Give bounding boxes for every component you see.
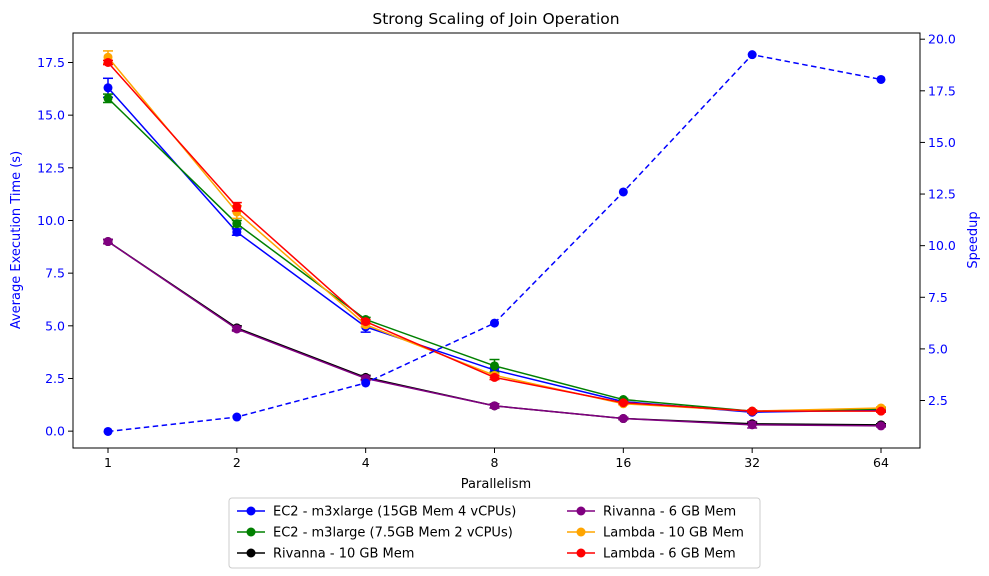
x-tick-label: 2 [233,455,241,470]
x-tick-label: 4 [362,455,370,470]
y-tick-label: 0.0 [45,424,65,439]
data-point [103,93,113,103]
series-3 [103,237,886,431]
y2-tick-label: 12.5 [928,187,956,202]
data-point [103,57,113,67]
data-point [876,406,886,416]
legend-label: EC2 - m3xlarge (15GB Mem 4 vCPUs) [273,505,516,520]
legend-item: EC2 - m3large (7.5GB Mem 2 vCPUs) [237,526,513,541]
data-point [103,83,113,93]
legend-swatch-marker [246,548,256,558]
chart-title: Strong Scaling of Join Operation [372,10,619,28]
legend-label: Lambda - 6 GB Mem [603,547,736,562]
series-5 [103,57,886,416]
legend-swatch-marker [246,527,256,537]
x-tick-label: 1 [104,455,112,470]
y-tick-label: 15.0 [37,108,65,123]
plot-area [103,50,886,436]
data-point [490,372,499,382]
y2-tick-label: 15.0 [928,135,956,150]
legend-label: Lambda - 10 GB Mem [603,526,744,541]
legend-swatch-marker [576,527,586,537]
data-point [232,219,242,229]
data-point [232,227,242,237]
data-point [747,420,757,430]
x-axis: 1 2 4 8 16 32 64 [104,448,889,470]
data-point [232,324,242,334]
data-point [490,361,499,371]
legend-item: Rivanna - 10 GB Mem [237,547,414,562]
y2-tick-label: 7.5 [928,290,948,305]
speedup-point [490,318,499,328]
legend-box [228,497,761,569]
data-point [876,421,886,431]
legend-label: Rivanna - 10 GB Mem [273,547,414,562]
speedup-point [103,426,113,436]
legend-label: EC2 - m3large (7.5GB Mem 2 vCPUs) [273,526,513,541]
legend-label: Rivanna - 6 GB Mem [603,505,736,520]
x-axis-title: Parallelism [461,477,531,492]
y-tick-label: 2.5 [45,371,65,386]
data-point [232,202,242,212]
speedup-point [232,412,242,422]
y2-axis-title: Speedup [966,211,981,268]
y-axis-title: Average Execution Time (s) [9,151,24,329]
data-point [361,317,371,327]
y2-tick-label: 10.0 [928,238,956,253]
speedup-point [618,187,628,197]
y2-tick-label: 5.0 [928,341,948,356]
x-tick-label: 16 [615,455,631,470]
data-point [618,414,628,424]
legend-swatch-marker [246,506,256,516]
y2-tick-label: 20.0 [928,32,956,47]
y-tick-label: 7.5 [45,266,65,281]
y2-tick-label: 2.5 [928,393,948,408]
speedup-point [876,74,886,84]
data-point [618,398,628,408]
y-tick-label: 10.0 [37,213,65,228]
legend-swatch-marker [576,506,586,516]
legend-item: EC2 - m3xlarge (15GB Mem 4 vCPUs) [237,505,516,520]
legend: EC2 - m3xlarge (15GB Mem 4 vCPUs) EC2 - m… [228,497,761,569]
legend-items: EC2 - m3xlarge (15GB Mem 4 vCPUs) EC2 - m… [237,505,744,562]
speedup-point [747,50,757,60]
legend-item: Rivanna - 6 GB Mem [567,505,736,520]
y-tick-label: 17.5 [37,55,65,70]
legend-item: Lambda - 6 GB Mem [567,547,736,562]
plot-frame [72,32,921,449]
legend-item: Lambda - 10 GB Mem [567,526,744,541]
y-axis-right: 2.5 5.0 7.5 10.0 12.5 15.0 17.5 20.0 [920,32,956,408]
speedup-series [103,50,886,436]
data-point [490,401,499,411]
speedup-point [361,378,371,388]
x-tick-label: 32 [744,455,760,470]
x-tick-label: 8 [491,455,499,470]
data-point [747,406,757,416]
y-tick-label: 5.0 [45,318,65,333]
y-tick-label: 12.5 [37,160,65,175]
y-axis-left: 0.0 2.5 5.0 7.5 10.0 12.5 15.0 17.5 [37,55,73,439]
x-tick-label: 64 [873,455,889,470]
y2-tick-label: 17.5 [928,83,956,98]
data-point [103,237,113,247]
legend-swatch-marker [576,548,586,558]
